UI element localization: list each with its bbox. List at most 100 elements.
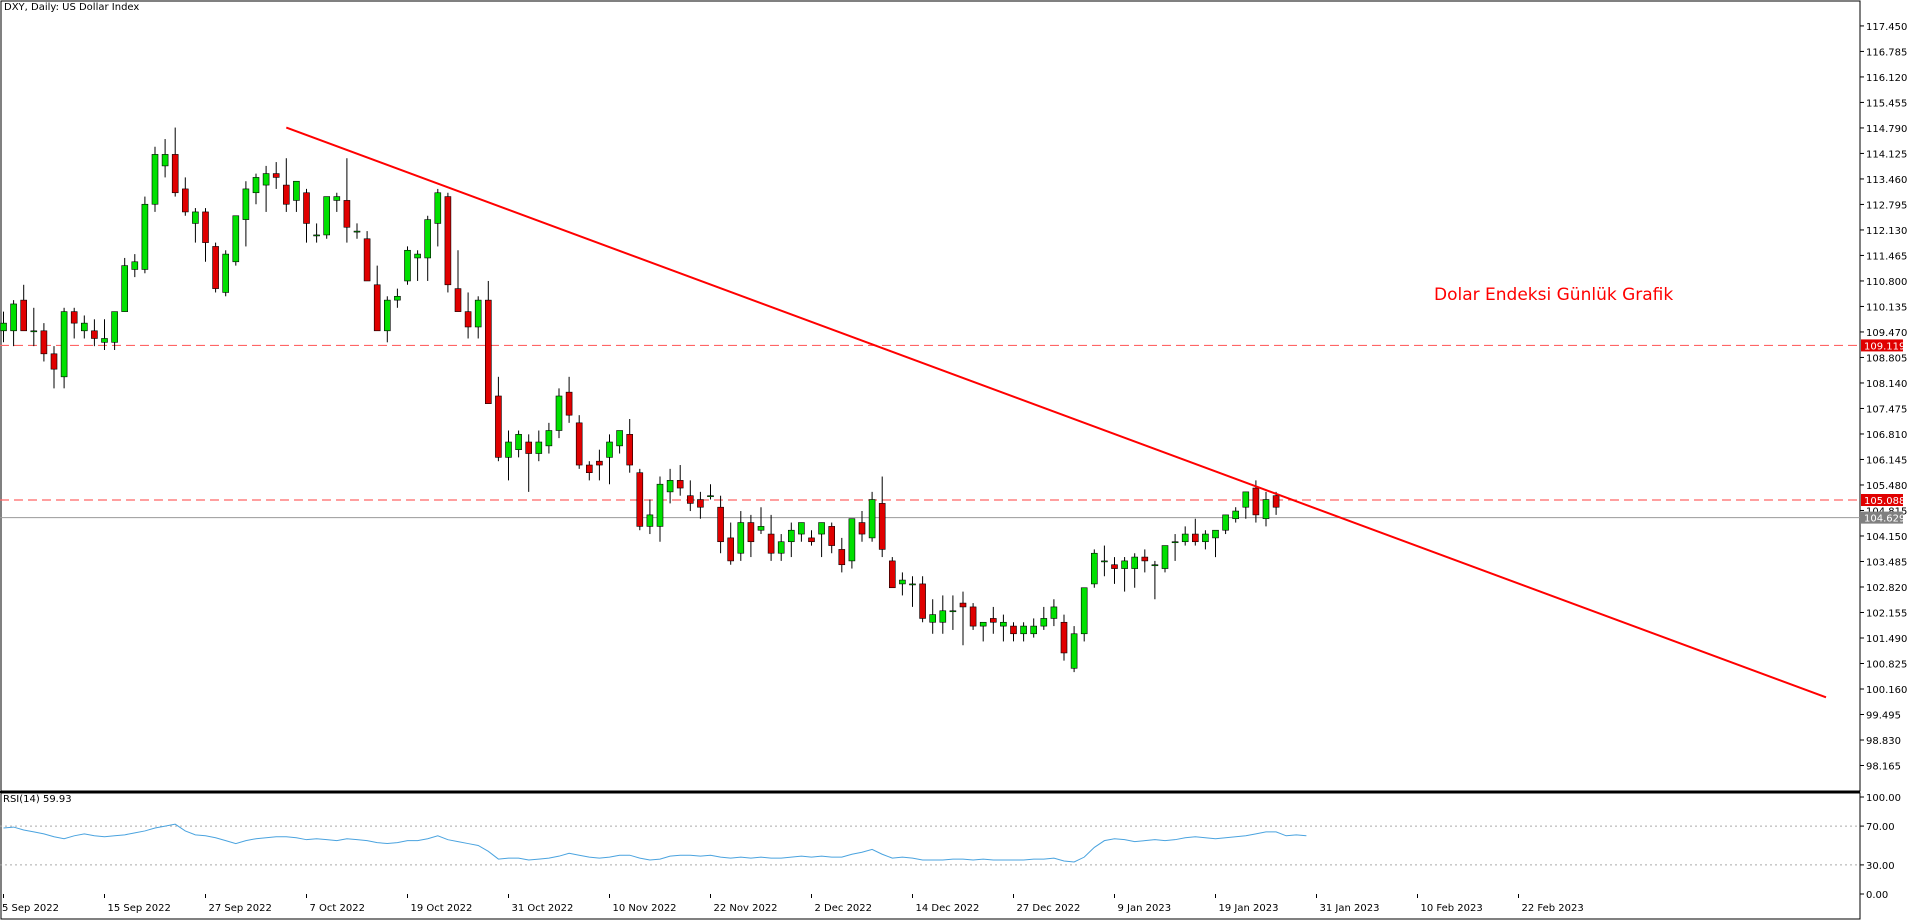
candle-bear bbox=[747, 522, 755, 543]
price-tick-label: 100.160 bbox=[1866, 685, 1907, 696]
price-tick-label: 98.830 bbox=[1866, 736, 1901, 747]
candle-bull bbox=[1121, 560, 1128, 569]
date-tick-label: 15 Sep 2022 bbox=[108, 903, 171, 914]
candle-bull bbox=[252, 177, 260, 194]
candle-bear bbox=[1141, 556, 1149, 562]
candle-bear bbox=[182, 188, 189, 213]
candle-bull bbox=[1181, 533, 1189, 543]
candle-bear bbox=[989, 618, 997, 623]
price-tick-label: 110.135 bbox=[1866, 302, 1907, 313]
candle-bull bbox=[777, 541, 785, 554]
candle-bull bbox=[545, 430, 553, 447]
candle-bear bbox=[1252, 487, 1260, 516]
price-tick-label: 105.480 bbox=[1866, 481, 1907, 492]
resistance-trendline bbox=[285, 126, 1827, 699]
candle-bear bbox=[959, 602, 967, 608]
candle-bull bbox=[606, 441, 613, 458]
candle-bull bbox=[1020, 625, 1027, 635]
candle-bull bbox=[313, 234, 320, 237]
candle-bull bbox=[818, 522, 825, 535]
candle-bull bbox=[646, 514, 654, 527]
candle-bull bbox=[1101, 560, 1108, 563]
candle-bull bbox=[1161, 545, 1169, 569]
horizontal-levels[interactable]: 109.119 105.088 104.629 bbox=[0, 339, 1905, 525]
candle-bear bbox=[495, 395, 502, 458]
candle-bull bbox=[434, 192, 442, 224]
candle-bull bbox=[131, 261, 139, 270]
candle-bull bbox=[1131, 556, 1138, 569]
current-price-tag bbox=[1861, 511, 1903, 524]
candle-bear bbox=[91, 330, 98, 339]
candle-bull bbox=[1070, 633, 1078, 669]
date-tick-label: 2 Dec 2022 bbox=[815, 903, 873, 914]
candle-bull bbox=[1212, 529, 1219, 539]
price-tick-label: 108.805 bbox=[1866, 353, 1907, 364]
rsi-tick-label: 0.00 bbox=[1866, 890, 1888, 901]
candle-bear bbox=[212, 246, 219, 289]
candle-bull bbox=[111, 311, 118, 343]
candle-bull bbox=[1242, 491, 1250, 508]
price-axis: 117.450 116.785 116.120 115.455 114.790 114.1… bbox=[1860, 22, 1907, 772]
date-tick-label: 9 Jan 2023 bbox=[1118, 903, 1172, 914]
candle-bear bbox=[282, 184, 290, 205]
candle-bull bbox=[474, 299, 482, 328]
candle-bear bbox=[444, 196, 452, 286]
candle-bear bbox=[828, 526, 836, 546]
candle-bull bbox=[535, 441, 543, 454]
candle-bull bbox=[404, 249, 411, 282]
trendline-layer[interactable] bbox=[285, 126, 1827, 699]
price-tick-label: 104.150 bbox=[1866, 532, 1907, 543]
level-price-tag bbox=[1861, 494, 1903, 507]
candle-bull bbox=[242, 188, 250, 220]
candle-bear bbox=[1111, 564, 1118, 569]
candle-bear bbox=[697, 499, 704, 508]
candle-bear bbox=[202, 211, 209, 243]
price-tick-label: 99.495 bbox=[1866, 710, 1901, 721]
candle-bull bbox=[151, 154, 159, 205]
candle-bear bbox=[40, 330, 48, 355]
level-price-label: 105.088 bbox=[1864, 496, 1905, 507]
candle-bull bbox=[333, 196, 341, 201]
candle-bull bbox=[868, 499, 876, 539]
price-tick-label: 107.475 bbox=[1866, 404, 1907, 415]
price-tick-label: 111.465 bbox=[1866, 251, 1907, 262]
date-tick-label: 5 Sep 2022 bbox=[2, 903, 59, 914]
date-tick-label: 19 Oct 2022 bbox=[411, 903, 473, 914]
candle-bear bbox=[888, 560, 896, 589]
candle-bull bbox=[262, 173, 270, 186]
candle-bear bbox=[686, 495, 694, 504]
date-tick-label: 31 Oct 2022 bbox=[512, 903, 574, 914]
candle-bear bbox=[878, 503, 886, 550]
price-tick-label: 110.800 bbox=[1866, 277, 1907, 288]
candle-bear bbox=[838, 549, 846, 566]
rsi-tick-label: 100.00 bbox=[1866, 793, 1901, 804]
price-tick-label: 102.820 bbox=[1866, 583, 1907, 594]
date-tick-label: 14 Dec 2022 bbox=[916, 903, 980, 914]
level-price-label: 109.119 bbox=[1864, 341, 1905, 352]
candle-bear bbox=[70, 311, 78, 324]
candle-bear bbox=[1192, 533, 1199, 543]
candle-bull bbox=[656, 483, 664, 527]
candle-bull bbox=[616, 430, 623, 447]
candle-bull bbox=[232, 215, 240, 263]
candle-bear bbox=[171, 154, 179, 194]
candle-bear bbox=[585, 464, 593, 473]
candle-bull bbox=[939, 610, 947, 623]
price-tick-label: 114.790 bbox=[1866, 124, 1907, 135]
candle-bear bbox=[858, 522, 866, 535]
chart-annotation[interactable]: Dolar Endeksi Günlük Grafik bbox=[1434, 285, 1674, 305]
candle-bear bbox=[575, 422, 583, 466]
candle-bull bbox=[909, 583, 916, 586]
date-tick-label: 27 Sep 2022 bbox=[209, 903, 272, 914]
candle-bull bbox=[1030, 625, 1037, 635]
rsi-line bbox=[3, 823, 1307, 863]
candle-bear bbox=[373, 284, 381, 332]
rsi-tick-label: 70.00 bbox=[1866, 822, 1895, 833]
candle-bear bbox=[676, 480, 684, 489]
candle-bull bbox=[121, 265, 128, 312]
price-tick-label: 108.140 bbox=[1866, 379, 1907, 390]
candle-bear bbox=[969, 606, 977, 627]
candle-bear bbox=[1272, 495, 1280, 508]
candle-bull bbox=[101, 338, 108, 343]
